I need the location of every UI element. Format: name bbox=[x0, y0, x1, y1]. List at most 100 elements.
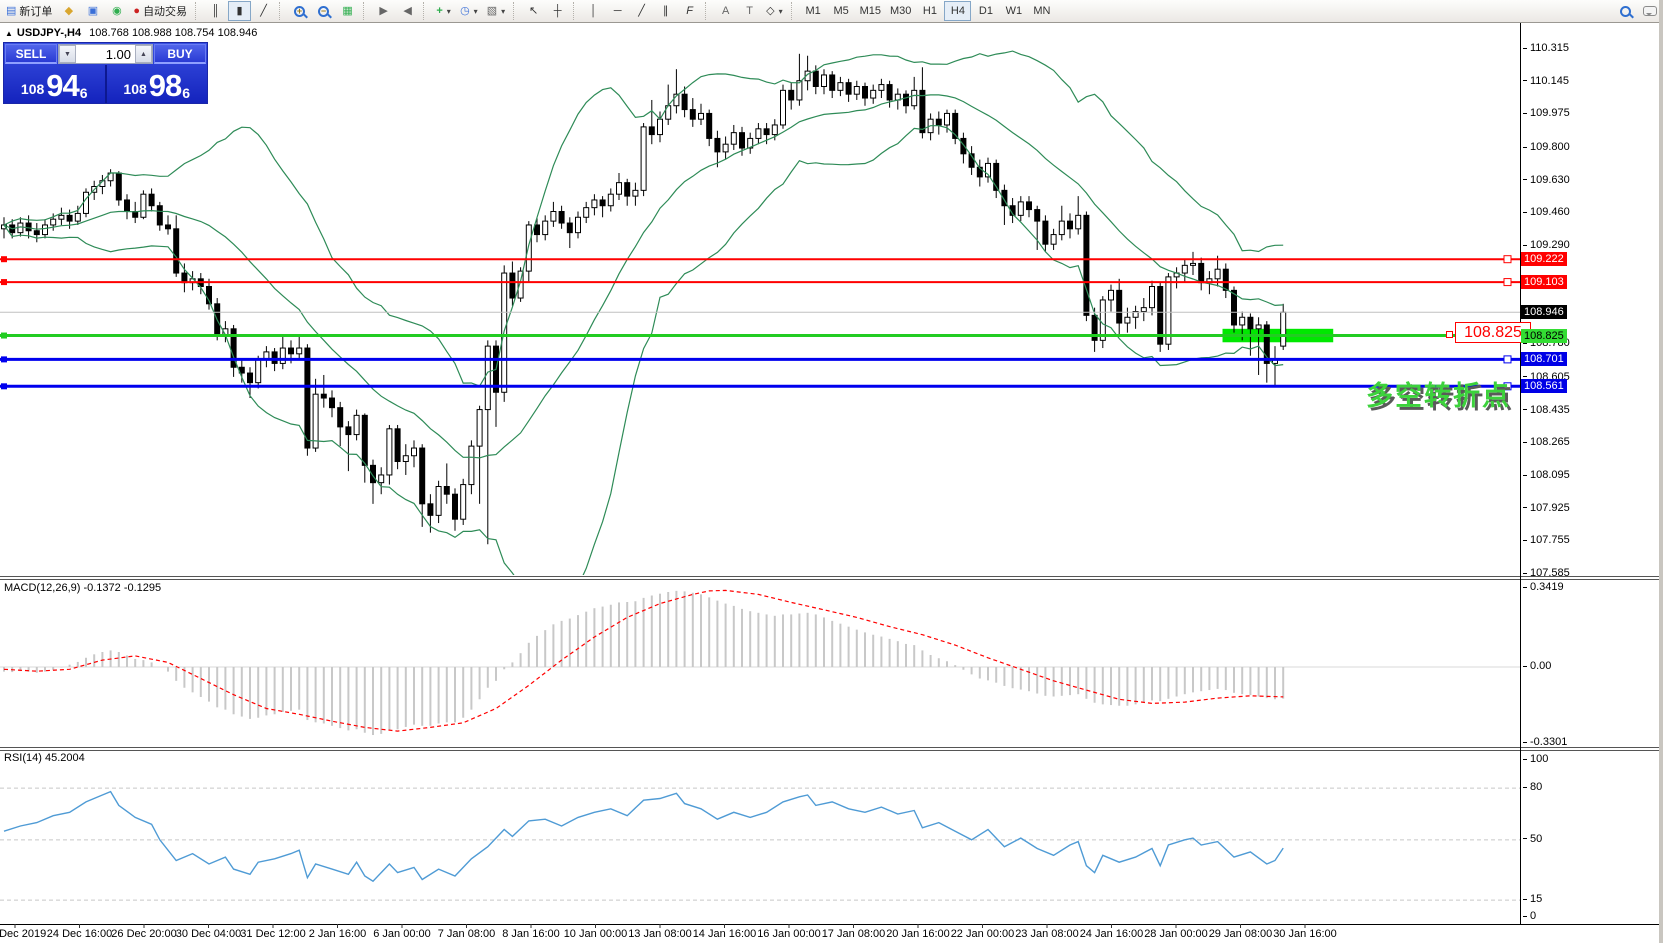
timeframe-mn[interactable]: MN bbox=[1028, 1, 1055, 21]
timeframe-m15[interactable]: M15 bbox=[856, 1, 885, 21]
layers-button[interactable]: ◆ bbox=[57, 1, 80, 21]
shapes-button[interactable]: ◇ ▾ bbox=[762, 1, 786, 21]
macd-panel bbox=[0, 589, 1520, 736]
line-left-handle bbox=[1, 356, 7, 363]
template-icon: ▧ bbox=[486, 4, 498, 17]
chat-button[interactable] bbox=[1638, 1, 1661, 21]
signal-icon: ◉ bbox=[112, 4, 122, 17]
level-label-anchor[interactable] bbox=[1446, 331, 1453, 338]
volume-decrease-button[interactable]: ▼ bbox=[59, 45, 76, 63]
bar-chart-icon: ║ bbox=[211, 4, 220, 17]
terminal-icon: ▣ bbox=[87, 4, 99, 17]
tile-windows-icon: ▦ bbox=[342, 4, 353, 17]
chart-shift-icon: ◀ bbox=[403, 4, 412, 17]
rsi-panel bbox=[0, 787, 1520, 901]
window-edge bbox=[1659, 0, 1663, 943]
bollinger-lower bbox=[3, 125, 1284, 575]
line-left-handle bbox=[1, 383, 7, 390]
buy-price-pip: 6 bbox=[182, 85, 191, 101]
symbol-info: ▲ USDJPY-,H4 108.768 108.988 108.754 108.9… bbox=[5, 27, 257, 39]
vline-button[interactable]: │ bbox=[582, 1, 605, 21]
text-label-icon: T bbox=[746, 4, 753, 17]
chart-shift-button[interactable]: ◀ bbox=[396, 1, 419, 21]
turning-point-annotation[interactable]: 多空转折点 bbox=[1366, 381, 1511, 411]
bollinger-middle bbox=[3, 94, 1284, 459]
sell-price-big: 94 bbox=[46, 68, 79, 104]
line-right-handle bbox=[1503, 382, 1512, 391]
bollinger-upper bbox=[3, 50, 1284, 387]
level-price-label[interactable]: 108.825 bbox=[1455, 322, 1531, 343]
buy-price[interactable]: 108 98 6 bbox=[107, 65, 208, 103]
search-button[interactable] bbox=[1614, 1, 1637, 21]
autotrade-label: 自动交易 bbox=[143, 6, 188, 18]
terminal-button[interactable]: ▣ bbox=[81, 1, 104, 21]
text-label-button[interactable]: T bbox=[738, 1, 761, 21]
timeframe-m1[interactable]: M1 bbox=[800, 1, 827, 21]
auto-scroll-button[interactable]: ▶ bbox=[372, 1, 395, 21]
bar-chart-button[interactable]: ║ bbox=[204, 1, 227, 21]
toolbar: ▤ 新订单 ◆ ▣ ◉ ● 自动交易 ║ ▮ ╱ + − ▦ ▶ ◀ + ▾ ◷ ▾… bbox=[0, 0, 1663, 23]
new-order-button[interactable]: ▤ 新订单 bbox=[2, 1, 56, 21]
clock-icon: ◷ bbox=[460, 4, 470, 17]
timeframe-m5[interactable]: M5 bbox=[828, 1, 855, 21]
channel-button[interactable]: ∥ bbox=[654, 1, 677, 21]
text-button[interactable]: A bbox=[714, 1, 737, 21]
layers-icon: ◆ bbox=[64, 4, 74, 17]
indicators-button[interactable]: + ▾ bbox=[432, 1, 455, 21]
crosshair-icon: ┼ bbox=[553, 4, 562, 17]
new-order-icon: ▤ bbox=[6, 4, 17, 17]
sell-price[interactable]: 108 94 6 bbox=[4, 65, 107, 103]
signal-button[interactable]: ◉ bbox=[105, 1, 128, 21]
shapes-icon: ◇ bbox=[766, 4, 775, 17]
chevron-down-icon: ▾ bbox=[446, 6, 451, 16]
template-button[interactable]: ▧ ▾ bbox=[483, 1, 509, 21]
candlestick-chart-button[interactable]: ▮ bbox=[228, 1, 252, 21]
candlestick-icon: ▮ bbox=[236, 4, 243, 17]
cursor-button[interactable]: ↖ bbox=[522, 1, 545, 21]
text-icon: A bbox=[721, 4, 730, 17]
volume-increase-button[interactable]: ▲ bbox=[135, 45, 152, 63]
line-left-handle bbox=[1, 256, 7, 263]
trendline-icon: ╱ bbox=[638, 4, 645, 17]
periods-button[interactable]: ◷ ▾ bbox=[456, 1, 482, 21]
line-right-handle bbox=[1503, 278, 1512, 287]
fibonacci-button[interactable]: F bbox=[678, 1, 701, 21]
trendline-button[interactable]: ╱ bbox=[630, 1, 653, 21]
buy-price-head: 108 bbox=[123, 80, 147, 97]
chevron-down-icon: ▾ bbox=[501, 6, 506, 16]
buy-price-big: 98 bbox=[148, 68, 182, 104]
line-left-handle bbox=[1, 332, 7, 339]
zoom-out-button[interactable]: − bbox=[312, 1, 335, 21]
cursor-icon: ↖ bbox=[529, 4, 539, 17]
autotrade-button[interactable]: ● 自动交易 bbox=[129, 1, 191, 21]
tile-windows-button[interactable]: ▦ bbox=[336, 1, 359, 21]
timeframe-d1[interactable]: D1 bbox=[972, 1, 999, 21]
main-chart-panel bbox=[1, 50, 1334, 575]
line-right-handle bbox=[1503, 255, 1512, 264]
timeframe-w1[interactable]: W1 bbox=[1000, 1, 1027, 21]
line-chart-button[interactable]: ╱ bbox=[252, 1, 275, 21]
timeframe-h1[interactable]: H1 bbox=[916, 1, 943, 21]
zoom-in-button[interactable]: + bbox=[288, 1, 311, 21]
timeframe-h4[interactable]: H4 bbox=[944, 1, 972, 21]
line-chart-icon: ╱ bbox=[260, 4, 267, 17]
buy-button[interactable]: BUY bbox=[154, 44, 206, 64]
sell-button[interactable]: SELL bbox=[5, 44, 57, 64]
sell-price-pip: 6 bbox=[79, 85, 88, 101]
line-left-handle bbox=[1, 279, 7, 286]
timeframe-m30[interactable]: M30 bbox=[886, 1, 915, 21]
rsi-line bbox=[3, 790, 1284, 883]
indicators-add-icon: + bbox=[436, 4, 443, 17]
auto-scroll-icon: ▶ bbox=[379, 4, 388, 17]
crosshair-button[interactable]: ┼ bbox=[546, 1, 569, 21]
volume-input[interactable] bbox=[76, 45, 135, 63]
spin-up-icon: ▲ bbox=[140, 50, 147, 58]
hline-button[interactable]: ─ bbox=[606, 1, 629, 21]
zoom-in-icon: + bbox=[294, 5, 306, 17]
chevron-down-icon: ▾ bbox=[778, 6, 783, 16]
channel-icon: ∥ bbox=[662, 4, 669, 17]
